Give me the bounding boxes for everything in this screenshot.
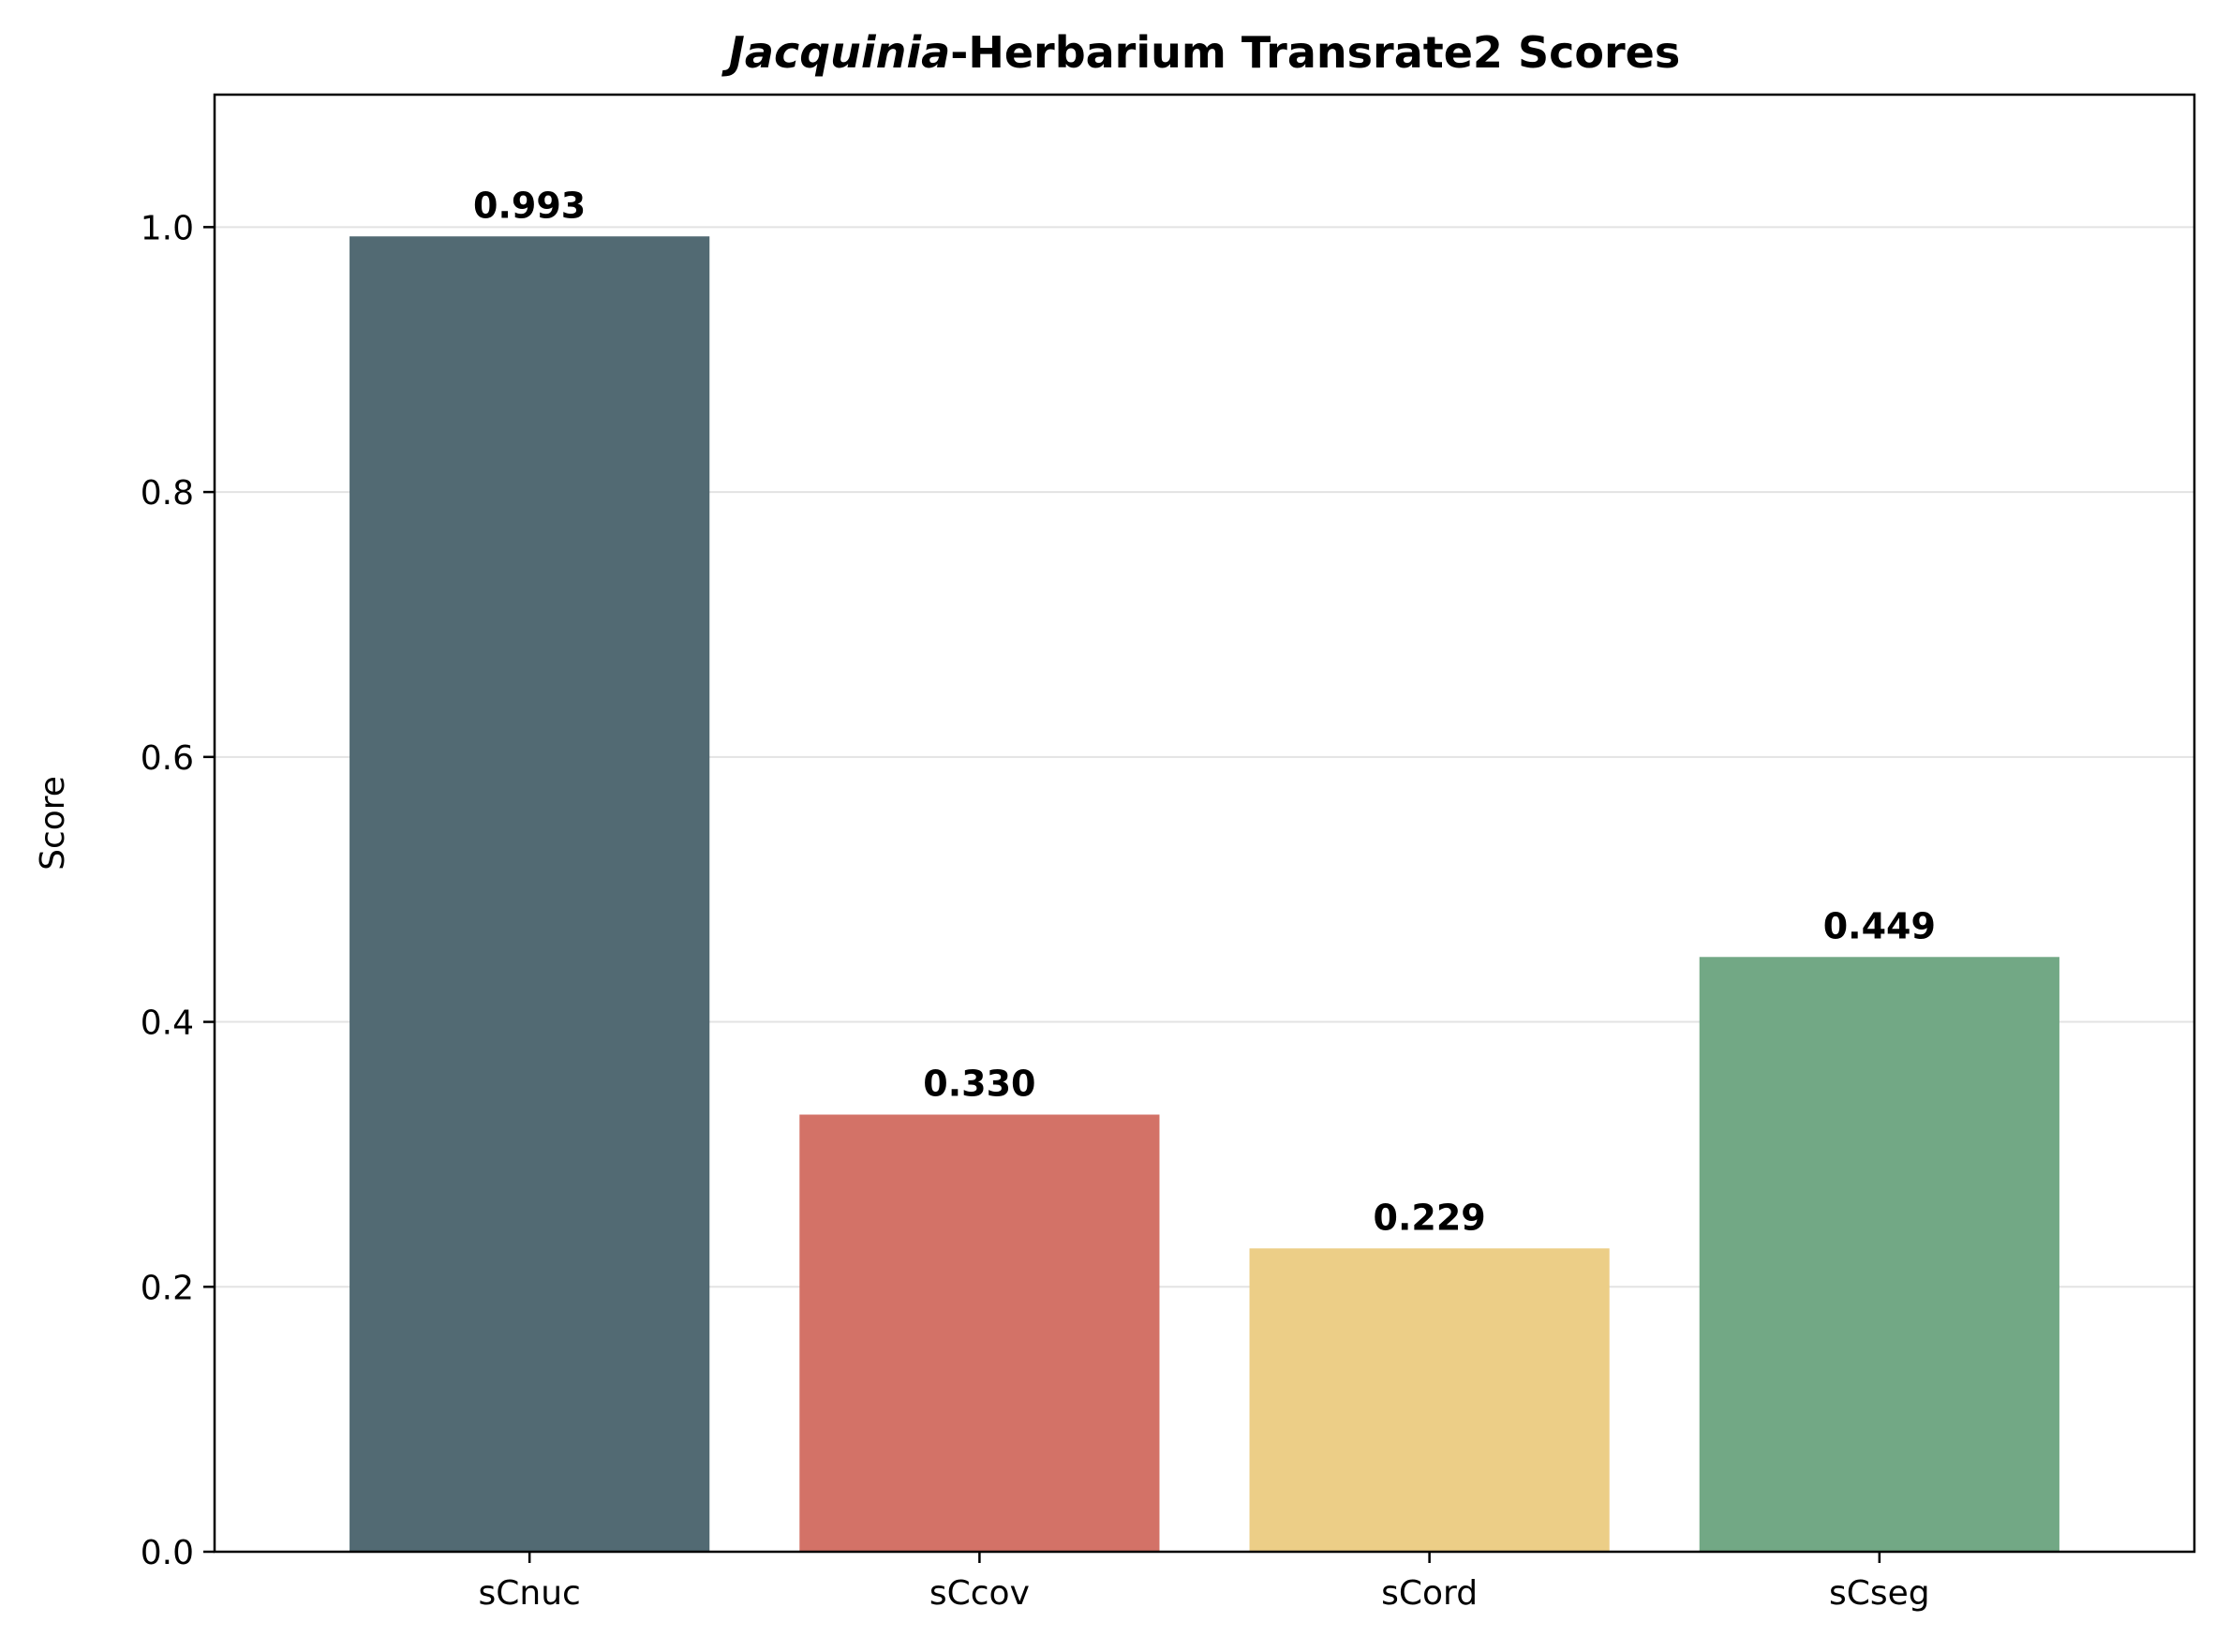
x-tick-label: sCord — [1381, 1574, 1478, 1613]
x-tick-label: sCcov — [929, 1574, 1030, 1613]
x-tick-label: sCseg — [1829, 1574, 1930, 1613]
y-axis-ticks: 0.0 0.2 0.4 0.6 0.8 1.0 — [141, 209, 215, 1572]
bar-sCcov — [799, 1114, 1160, 1552]
bar-sCord — [1249, 1248, 1610, 1552]
bar-sCnuc — [349, 236, 710, 1553]
value-label: 0.229 — [1374, 1197, 1486, 1238]
y-tick-label: 0.2 — [141, 1269, 194, 1307]
x-tick-label: sCnuc — [478, 1574, 580, 1613]
chart-title: Jacquinia-Herbarium Transrate2 Scores — [721, 27, 1680, 78]
chart-title-italic: Jacquinia — [721, 27, 950, 78]
y-tick-label: 0.0 — [141, 1534, 194, 1572]
value-labels: 0.993 0.330 0.229 0.449 — [473, 185, 1936, 1238]
y-tick-label: 0.8 — [141, 474, 194, 513]
chart-title-rest: -Herbarium Transrate2 Scores — [950, 27, 1680, 78]
plot-frame — [213, 93, 2196, 1554]
y-tick-label: 0.6 — [141, 739, 194, 778]
y-tick-label: 1.0 — [141, 209, 194, 247]
bar-sCseg — [1699, 957, 2059, 1552]
x-axis-ticks: sCnuc sCcov sCord sCseg — [478, 1552, 1930, 1613]
value-label: 0.993 — [473, 185, 586, 226]
y-axis-label: Score — [34, 776, 72, 871]
value-label: 0.449 — [1823, 905, 1936, 946]
bars — [349, 236, 2059, 1553]
value-label: 0.330 — [923, 1064, 1035, 1105]
y-tick-label: 0.4 — [141, 1005, 194, 1043]
